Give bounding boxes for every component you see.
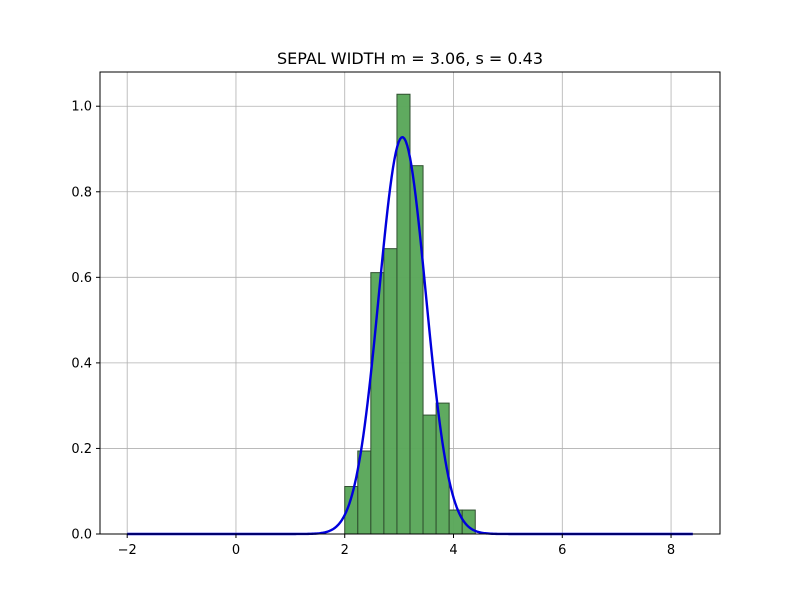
y-tick-label: 0.6 bbox=[71, 271, 92, 286]
y-tick-label: 1.0 bbox=[71, 100, 92, 115]
chart-title: SEPAL WIDTH m = 3.06, s = 0.43 bbox=[277, 49, 543, 68]
y-tick-label: 0.8 bbox=[71, 185, 92, 200]
y-tick-label: 0.2 bbox=[71, 442, 92, 457]
histogram-bar bbox=[409, 165, 424, 535]
y-axis-ticks: 0.0 0.2 0.4 0.6 0.8 1.0 bbox=[71, 100, 100, 543]
x-tick-label: 2 bbox=[341, 543, 349, 558]
y-tick-label: 0.4 bbox=[71, 356, 92, 371]
histogram-bar bbox=[396, 93, 411, 535]
x-axis-ticks: −2 0 2 4 6 8 bbox=[118, 534, 675, 558]
histogram-bar bbox=[383, 248, 398, 535]
x-tick-label: 0 bbox=[232, 543, 240, 558]
histogram-bar bbox=[422, 414, 437, 535]
x-tick-label: 6 bbox=[558, 543, 566, 558]
plot-frame bbox=[99, 71, 721, 535]
x-tick-label: 4 bbox=[449, 543, 457, 558]
x-tick-label: 8 bbox=[667, 543, 675, 558]
x-tick-label: −2 bbox=[118, 543, 137, 558]
y-tick-label: 0.0 bbox=[71, 528, 92, 543]
